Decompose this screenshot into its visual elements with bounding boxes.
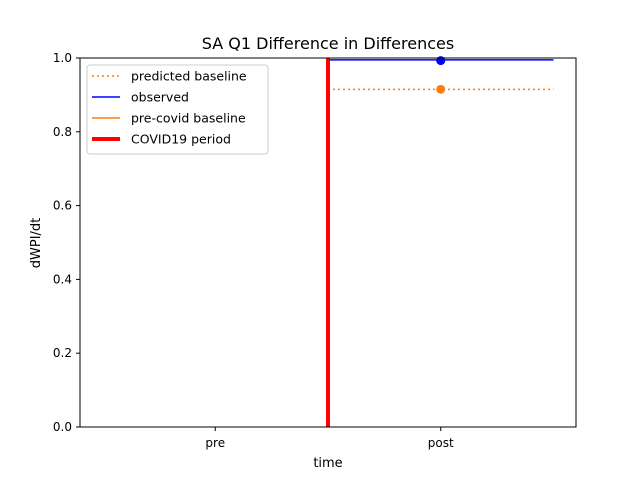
legend-label: observed (131, 90, 189, 105)
y-tick-label: 0.6 (53, 199, 72, 213)
x-tick-label: post (428, 436, 454, 450)
y-tick-label: 0.2 (53, 346, 72, 360)
y-axis: 0.0 0.2 0.4 0.6 0.8 1.0 (53, 51, 80, 434)
legend: predicted baseline observed pre-covid base… (86, 64, 269, 155)
series-point-0 (436, 84, 446, 94)
x-tick-label: pre (205, 436, 225, 450)
legend-label: COVID19 period (131, 132, 231, 147)
legend-label: predicted baseline (131, 69, 247, 84)
y-tick-label: 0.4 (53, 272, 72, 286)
chart-title: SA Q1 Difference in Differences (202, 34, 454, 53)
y-tick-label: 0.0 (53, 420, 72, 434)
x-axis: pre post (205, 427, 454, 450)
series-point-1 (436, 56, 446, 66)
x-axis-label: time (313, 456, 342, 471)
y-tick-label: 1.0 (53, 51, 72, 65)
plot-frame (79, 57, 577, 428)
legend-label: pre-covid baseline (131, 111, 246, 126)
y-axis-label: dWPI/dt (29, 218, 44, 269)
legend-box (86, 64, 269, 155)
y-tick-label: 0.8 (53, 125, 72, 139)
